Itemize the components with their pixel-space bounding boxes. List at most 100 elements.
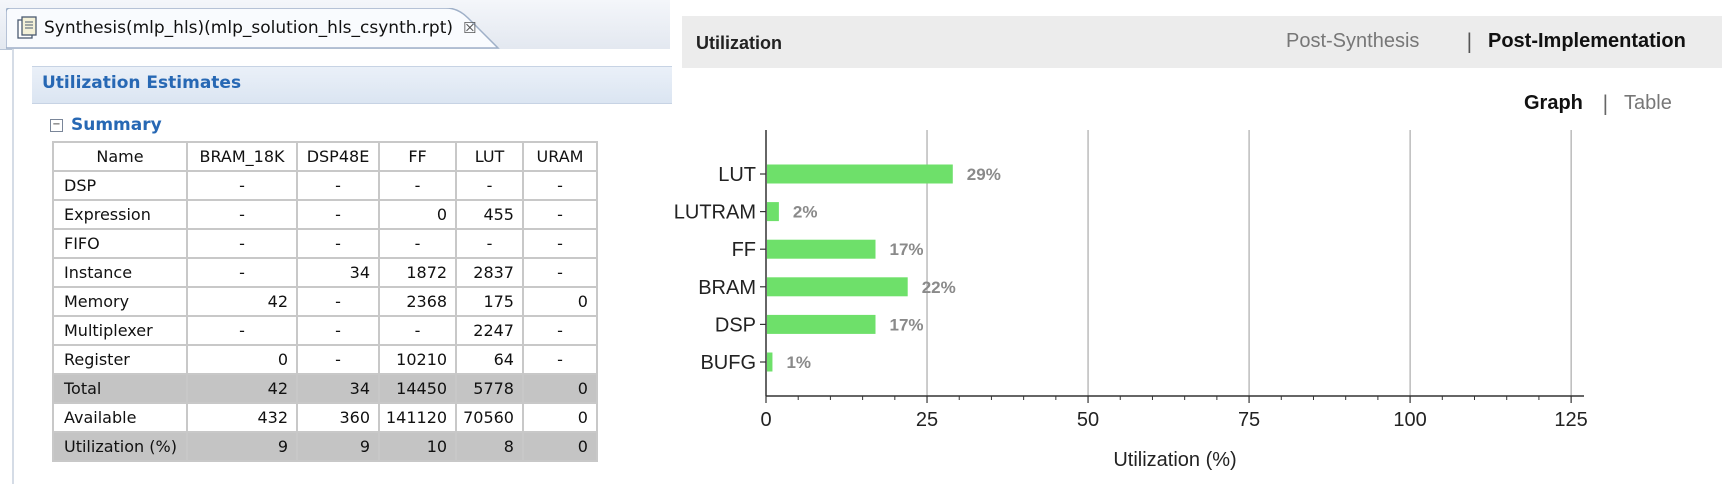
table-cell: 42 [186,373,298,404]
table-cell: - [296,228,380,259]
x-tick-label: 25 [916,409,938,431]
category-label: DSP [715,314,756,336]
table-cell: 34 [296,257,380,288]
editor-tab-bar: Synthesis(mlp_hls)(mlp_solution_hls_csyn… [0,0,670,50]
table-cell: 34 [296,373,380,404]
report-panel: Synthesis(mlp_hls)(mlp_solution_hls_csyn… [0,0,672,484]
table-cell: - [186,228,298,259]
table-cell: 9 [296,431,380,462]
x-tick-label: 75 [1238,409,1260,431]
bar-dsp [767,314,876,334]
utilization-header: Utilization Post-Synthesis | Post-Implem… [682,16,1722,68]
table-row: Expression - -0 455- [52,199,598,230]
table-row: DSP - - - - - [52,170,598,201]
row-name-cell: Memory [52,286,188,317]
table-cell: 42 [186,286,298,317]
category-label: LUT [718,164,756,186]
table-cell: - [521,199,598,230]
utilization-panel: Utilization Post-Synthesis | Post-Implem… [672,0,1730,484]
column-header: FF [377,141,458,172]
value-label: 17% [889,240,923,259]
table-row: Register 0-10210 64- [52,344,598,375]
column-header: BRAM_18K [186,141,298,172]
graph-view-link[interactable]: Graph [1524,92,1583,114]
post-synthesis-link[interactable]: Post-Synthesis [1286,30,1420,52]
table-cell: - [455,170,524,201]
table-cell: 432 [186,402,298,433]
table-cell: - [296,170,380,201]
table-cell: 2837 [455,257,524,288]
row-name-cell: FIFO [52,228,188,259]
table-cell: - [521,228,598,259]
table-cell: 0 [377,199,458,230]
x-tick-label: 125 [1554,409,1587,431]
table-view-link[interactable]: Table [1624,92,1672,114]
table-cell: - [296,286,380,317]
summary-header: − Summary [50,115,162,135]
bar-bram [767,277,908,297]
table-cell: - [521,257,598,288]
utilization-table: Name BRAM_18K DSP48E FF LUT URAM DSP - - - -… [52,141,598,462]
table-cell: 70560 [455,402,524,433]
row-name-cell: Expression [52,199,188,230]
mode-separator: | [1602,91,1609,115]
category-label: BRAM [698,277,756,299]
category-label: FF [732,239,756,261]
table-cell: 10210 [377,344,458,375]
table-cell: - [521,344,598,375]
value-label: 1% [786,353,811,372]
table-cell: - [521,170,598,201]
table-cell: 5778 [455,373,524,404]
table-cell: - [455,228,524,259]
collapse-toggle-icon[interactable]: − [50,118,63,132]
table-cell: 455 [455,199,524,230]
row-name-cell: Multiplexer [52,315,188,346]
table-cell: 0 [521,402,598,433]
table-cell: 360 [296,402,380,433]
report-tab[interactable]: Synthesis(mlp_hls)(mlp_solution_hls_csyn… [6,8,500,49]
table-cell: - [521,315,598,346]
table-cell: - [186,315,298,346]
table-header-row: Name BRAM_18K DSP48E FF LUT URAM [52,141,598,172]
summary-title: Summary [71,115,162,135]
table-cell: - [186,257,298,288]
table-cell: 2368 [377,286,458,317]
report-file-icon [16,16,38,40]
column-header: DSP48E [296,141,380,172]
table-row: FIFO - - - - - [52,228,598,259]
table-cell: - [377,315,458,346]
table-cell: 175 [455,286,524,317]
column-header: Name [52,141,188,172]
column-header: LUT [455,141,524,172]
value-label: 29% [967,165,1001,184]
row-name-cell: Instance [52,257,188,288]
table-cell: - [296,199,380,230]
table-cell: 1872 [377,257,458,288]
table-cell: 0 [186,344,298,375]
view-separator: | [1466,29,1473,53]
table-cell: 0 [521,373,598,404]
row-name-cell: Available [52,402,188,433]
row-name-cell: Utilization (%) [52,431,188,462]
row-name-cell: Register [52,344,188,375]
table-cell: - [296,344,380,375]
bar-bufg [767,352,773,372]
table-row: Total 42 34 14450 5778 0 [52,373,598,404]
table-cell: - [377,170,458,201]
row-name-cell: DSP [52,170,188,201]
table-cell: 10 [377,431,458,462]
close-tab-icon[interactable]: ☒ [463,19,477,37]
panel-title: Utilization [696,33,782,53]
table-cell: - [377,228,458,259]
table-cell: 64 [455,344,524,375]
report-content: Utilization Estimates − Summary Name BRA… [12,49,672,484]
x-tick-label: 0 [760,409,771,431]
table-cell: 141120 [377,402,458,433]
table-cell: 0 [521,431,598,462]
table-cell: 14450 [377,373,458,404]
table-cell: 0 [521,286,598,317]
tab-title: Synthesis(mlp_hls)(mlp_solution_hls_csyn… [44,18,453,38]
post-implementation-link[interactable]: Post-Implementation [1488,30,1686,52]
bar-ff [767,239,876,259]
table-cell: 8 [455,431,524,462]
